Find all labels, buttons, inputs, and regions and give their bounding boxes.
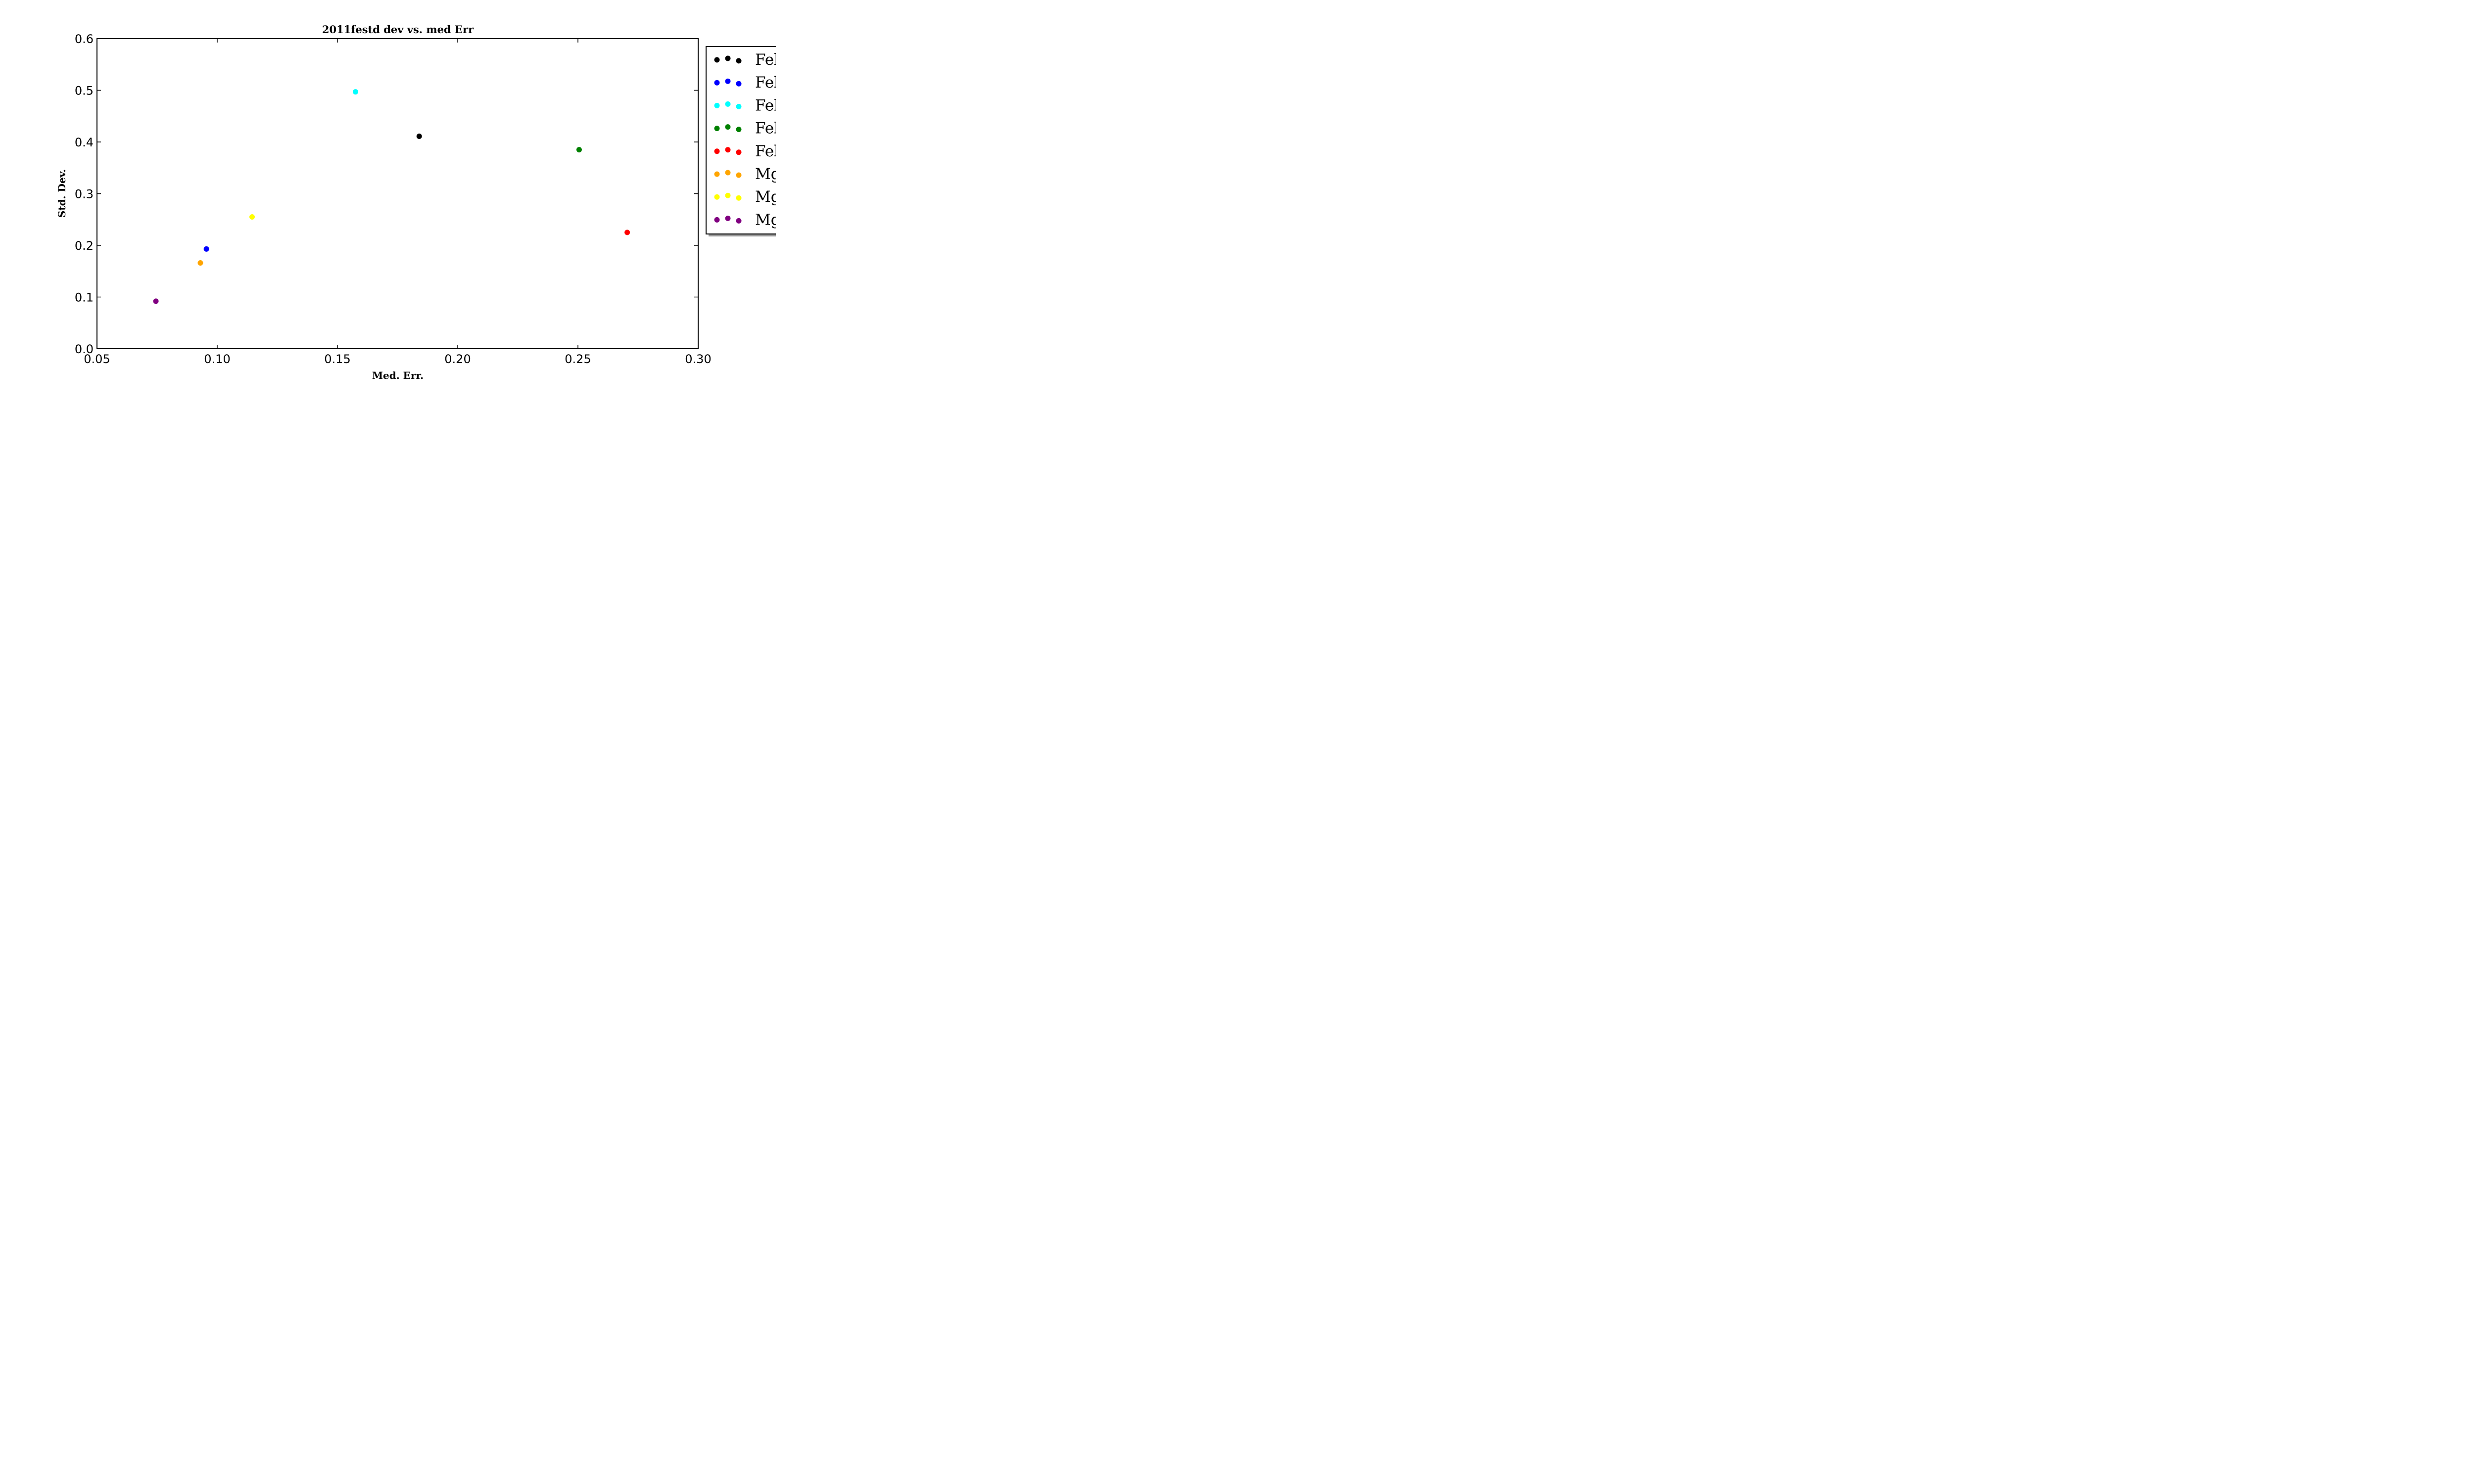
- legend-label: Fel: [755, 120, 776, 138]
- data-point: [203, 246, 209, 252]
- legend-marker: [736, 103, 742, 109]
- data-point: [352, 89, 358, 95]
- y-axis: 0.0 0.1 0.2 0.3 0.4 0.5 0.6: [75, 32, 698, 356]
- y-axis-title: Std. Dev.: [56, 169, 68, 218]
- y-tick-label: 0.4: [75, 136, 94, 149]
- legend-marker: [714, 194, 720, 200]
- y-tick-label: 0.2: [75, 239, 94, 253]
- legend-marker: [714, 80, 720, 86]
- data-point: [624, 230, 630, 235]
- data-point: [197, 260, 203, 266]
- x-axis-title: Med. Err.: [372, 370, 424, 381]
- legend-marker: [725, 147, 731, 153]
- x-tick-label: 0.15: [324, 352, 350, 366]
- plot-area: [96, 38, 699, 349]
- legend-marker: [736, 81, 742, 87]
- legend-label: Mg: [755, 188, 776, 206]
- legend: Fel Fel Fel Fel Fel Mg Mg Mg: [706, 46, 776, 236]
- legend-label: Fel: [755, 74, 776, 92]
- legend-marker: [714, 57, 720, 63]
- legend-marker: [736, 195, 742, 201]
- legend-marker: [725, 215, 731, 221]
- legend-marker: [714, 171, 720, 177]
- legend-label: Mg: [755, 165, 776, 183]
- legend-marker: [725, 55, 731, 61]
- legend-marker: [736, 58, 742, 64]
- data-points: [153, 89, 630, 304]
- data-point: [153, 298, 159, 304]
- chart-title: 2011festd dev vs. med Err: [322, 23, 474, 36]
- y-tick-label: 0.5: [75, 84, 94, 98]
- legend-marker: [714, 148, 720, 154]
- legend-marker: [725, 78, 731, 84]
- legend-marker: [736, 218, 742, 224]
- x-tick-label: 0.05: [84, 352, 110, 366]
- scatter-chart: 2011festd dev vs. med Err 0.05 0.10 0.15 0.…: [56, 23, 776, 381]
- y-tick-label: 0.1: [75, 291, 94, 305]
- legend-marker: [725, 192, 731, 198]
- legend-marker: [736, 172, 742, 178]
- legend-marker: [725, 124, 731, 130]
- x-tick-label: 0.25: [565, 352, 591, 366]
- legend-marker: [736, 127, 742, 133]
- legend-label: Fel: [755, 96, 776, 114]
- data-point: [416, 134, 422, 139]
- y-tick-label: 0.0: [75, 342, 94, 356]
- data-point: [576, 147, 582, 153]
- y-tick-label: 0.6: [75, 32, 94, 46]
- legend-marker: [714, 102, 720, 108]
- legend-label: Fel: [755, 142, 776, 160]
- legend-box: [706, 46, 776, 234]
- legend-marker: [725, 170, 731, 176]
- legend-marker: [714, 126, 720, 132]
- legend-marker: [725, 101, 731, 107]
- legend-marker: [714, 217, 720, 223]
- legend-label: Mg: [755, 211, 776, 229]
- x-tick-label: 0.10: [204, 352, 230, 366]
- x-tick-label: 0.20: [444, 352, 471, 366]
- plot-frame: [96, 38, 699, 349]
- legend-marker: [736, 149, 742, 155]
- legend-label: Fel: [755, 51, 776, 69]
- y-tick-label: 0.3: [75, 187, 94, 201]
- x-tick-label: 0.30: [685, 352, 711, 366]
- x-axis: 0.05 0.10 0.15 0.20 0.25 0.30: [84, 39, 712, 366]
- data-point: [249, 214, 255, 220]
